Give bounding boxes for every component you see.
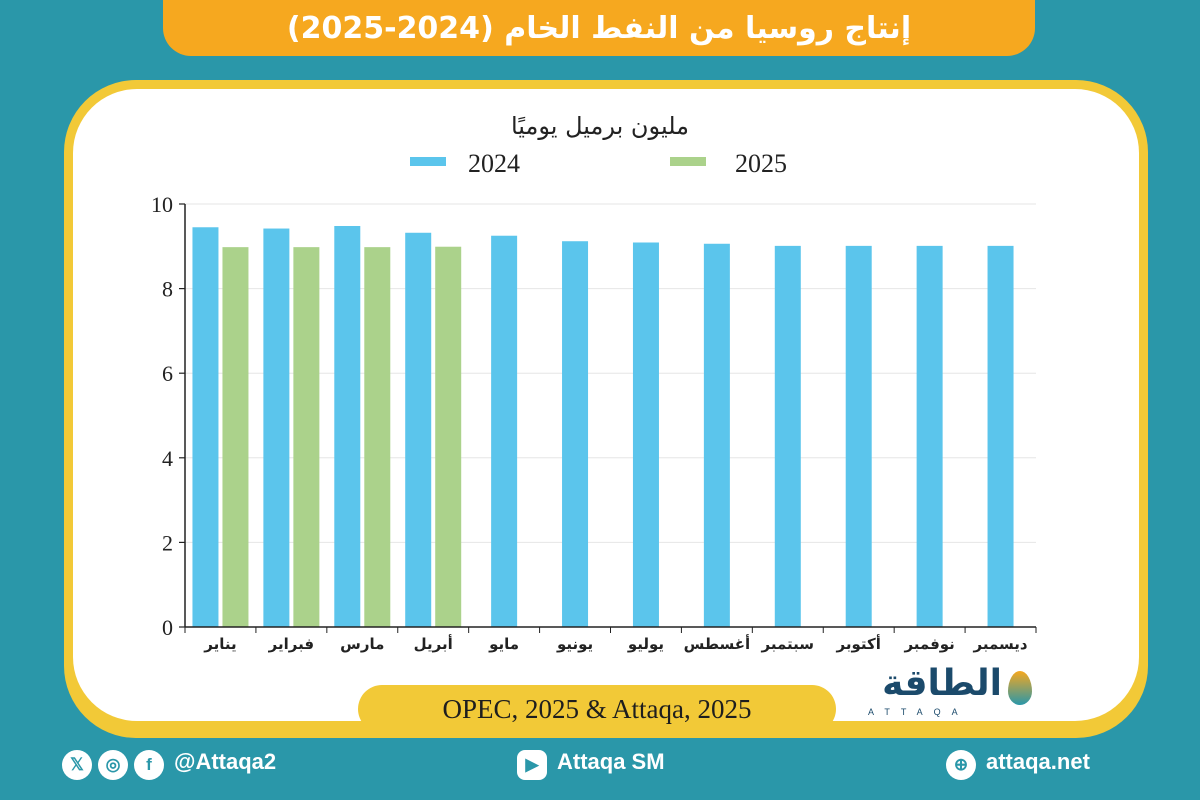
facebook-icon[interactable]: f <box>134 750 164 780</box>
attaqa-logo: الطاقة ATTAQA <box>858 663 1038 723</box>
x-tick-label: نوفمبر <box>903 635 954 653</box>
youtube-channel[interactable]: Attaqa SM <box>557 749 665 774</box>
source-pill: OPEC, 2025 & Attaqa, 2025 <box>358 685 836 733</box>
x-tick-label: ديسمبر <box>972 635 1027 653</box>
x-tick-label: يناير <box>203 635 236 653</box>
source-text: OPEC, 2025 & Attaqa, 2025 <box>442 693 752 724</box>
globe-icon[interactable]: ⊕ <box>946 750 976 780</box>
website-link[interactable]: attaqa.net <box>986 749 1090 774</box>
x-tick-label: فبراير <box>268 635 314 653</box>
bar-2025 <box>364 247 391 627</box>
y-tick-label: 2 <box>162 530 173 555</box>
plot-area <box>185 204 1036 627</box>
bar-2025 <box>293 247 320 627</box>
bar-2024 <box>334 225 361 627</box>
x-twitter-icon[interactable]: 𝕏 <box>62 750 92 780</box>
y-tick-label: 4 <box>162 446 173 471</box>
legend-swatch-2024 <box>410 157 446 166</box>
y-tick-label: 10 <box>151 192 173 217</box>
x-tick-label: مارس <box>340 635 384 653</box>
bar-2024 <box>632 242 659 628</box>
logo-arabic: الطاقة <box>882 663 1002 704</box>
bar-2025 <box>222 247 249 627</box>
y-tick-label: 8 <box>162 277 173 302</box>
bar-2024 <box>405 232 432 628</box>
bar-2024 <box>845 245 872 627</box>
y-tick-label: 6 <box>162 361 173 386</box>
x-tick-label: سبتمبر <box>761 635 815 653</box>
bar-2024 <box>192 227 219 627</box>
x-tick-label: أغسطس <box>684 634 750 653</box>
bar-2024 <box>263 228 290 627</box>
x-tick-label: يونيو <box>556 635 593 653</box>
legend-label-2024: 2024 <box>468 149 520 178</box>
bar-2024 <box>703 243 730 627</box>
footer: 𝕏 ◎ f @Attaqa2 ▶ Attaqa SM ⊕ attaqa.net <box>0 742 1200 792</box>
bar-2025 <box>435 246 462 627</box>
bar-2024 <box>562 241 589 627</box>
social-handle[interactable]: @Attaqa2 <box>174 749 277 774</box>
y-tick-label: 0 <box>162 615 173 640</box>
legend-label-2025: 2025 <box>735 149 787 178</box>
logo-latin: ATTAQA <box>868 707 969 717</box>
title-banner: إنتاج روسيا من النفط الخام (2024-2025) <box>163 0 1035 56</box>
unit-title: مليون برميل يوميًا <box>511 112 689 140</box>
bar-2024 <box>916 245 943 627</box>
instagram-icon[interactable]: ◎ <box>98 750 128 780</box>
bar-2024 <box>987 245 1014 627</box>
chart-title: إنتاج روسيا من النفط الخام (2024-2025) <box>286 10 912 46</box>
x-tick-label: أبريل <box>414 634 453 653</box>
legend-swatch-2025 <box>670 157 706 166</box>
drop-icon <box>1008 671 1032 705</box>
x-tick-label: يوليو <box>627 635 664 653</box>
bar-2024 <box>774 245 801 627</box>
youtube-icon[interactable]: ▶ <box>517 750 547 780</box>
x-tick-label: أكتوبر <box>836 634 881 653</box>
bar-2024 <box>491 235 518 627</box>
x-tick-label: مايو <box>488 635 519 653</box>
